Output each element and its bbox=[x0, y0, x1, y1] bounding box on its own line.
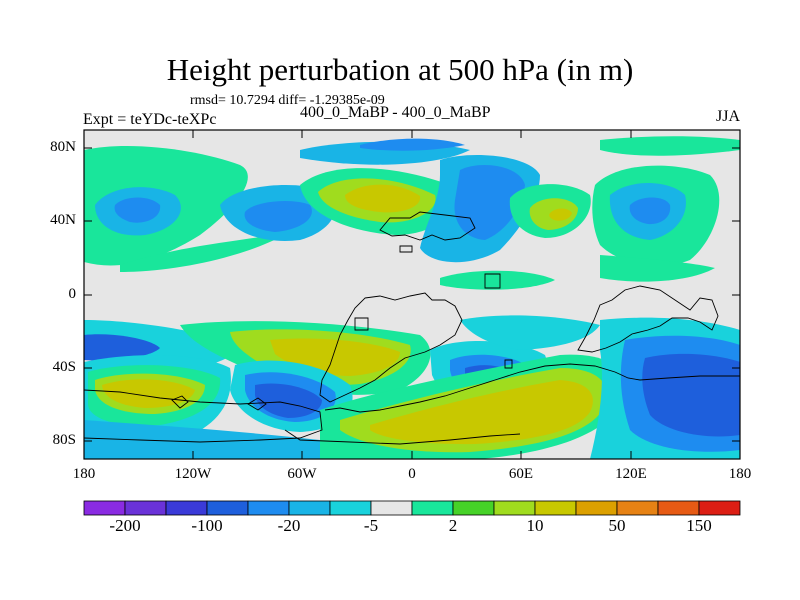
colorbar-box bbox=[370, 500, 413, 516]
colorbar-box bbox=[206, 500, 249, 516]
lon-label-180w: 180 bbox=[72, 466, 96, 482]
axis-ticks bbox=[84, 130, 740, 459]
stats-text: rmsd= 10.7294 diff= -1.29385e-09 bbox=[190, 93, 385, 108]
colorbar-box bbox=[452, 500, 495, 516]
colorbar bbox=[83, 500, 741, 516]
coastlines bbox=[84, 211, 740, 445]
lon-label-60w: 60W bbox=[287, 466, 317, 482]
colorbar-box bbox=[534, 500, 577, 516]
lon-label-60e: 60E bbox=[508, 466, 534, 482]
colorbar-box bbox=[575, 500, 618, 516]
experiment-label: Expt = teYDc-teXPc bbox=[83, 111, 217, 128]
colorbar-box bbox=[329, 500, 372, 516]
lat-label-40s: 40S bbox=[52, 359, 76, 375]
lat-label-80s: 80S bbox=[52, 432, 76, 448]
colorbar-label: 2 bbox=[448, 516, 458, 535]
colorbar-box bbox=[288, 500, 331, 516]
colorbar-label: 150 bbox=[686, 516, 712, 535]
lat-label-80n: 80N bbox=[50, 139, 76, 155]
colorbar-box bbox=[493, 500, 536, 516]
colorbar-box bbox=[616, 500, 659, 516]
lat-label-eq: 0 bbox=[68, 286, 77, 302]
colorbar-label: -100 bbox=[191, 516, 223, 535]
colorbar-box bbox=[124, 500, 167, 516]
colorbar-box bbox=[165, 500, 208, 516]
colorbar-label: 50 bbox=[608, 516, 626, 535]
season-label: JJA bbox=[716, 108, 741, 125]
plot-title: Height perturbation at 500 hPa (in m) bbox=[166, 52, 634, 87]
comparison-label: 400_0_MaBP - 400_0_MaBP bbox=[300, 104, 491, 121]
lat-label-40n: 40N bbox=[50, 212, 76, 228]
colorbar-label: -200 bbox=[109, 516, 141, 535]
lon-label-120w: 120W bbox=[174, 466, 212, 482]
colorbar-box bbox=[698, 500, 741, 516]
colorbar-label: 10 bbox=[526, 516, 544, 535]
colorbar-box bbox=[247, 500, 290, 516]
lon-label-0: 0 bbox=[408, 466, 416, 482]
contour-field bbox=[84, 130, 740, 459]
colorbar-box bbox=[83, 500, 126, 516]
colorbar-label: -5 bbox=[363, 516, 379, 535]
colorbar-label: -20 bbox=[277, 516, 301, 535]
colorbar-box bbox=[657, 500, 700, 516]
colorbar-box bbox=[411, 500, 454, 516]
lon-label-120e: 120E bbox=[615, 466, 647, 482]
lon-label-180e: 180 bbox=[728, 466, 752, 482]
